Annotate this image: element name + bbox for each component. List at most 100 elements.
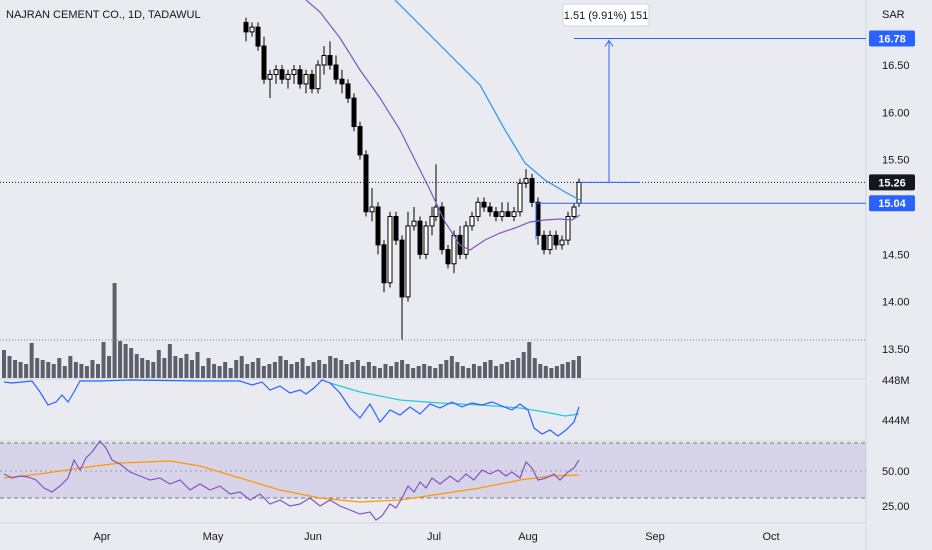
candles <box>243 17 582 340</box>
obv-line <box>3 379 580 437</box>
volume-bar <box>261 366 266 378</box>
price-tick-label: 13.50 <box>882 344 910 356</box>
volume-bar <box>433 368 438 378</box>
volume-bar <box>328 356 333 378</box>
volume-bar <box>57 358 62 378</box>
volume-bar <box>101 342 106 378</box>
volume-bar <box>471 364 476 378</box>
time-axis[interactable]: Apr May Jun Jul Aug Sep Oct <box>93 531 779 543</box>
volume-bar <box>505 362 510 378</box>
volume-bar <box>405 364 410 378</box>
current-price-value: 15.26 <box>878 177 906 189</box>
candle-body <box>529 178 535 203</box>
level-lower-value: 15.04 <box>878 198 906 210</box>
volume-bar <box>7 356 12 378</box>
volume-bar <box>140 358 145 378</box>
volume-bar <box>422 364 427 378</box>
volume-bar <box>173 356 178 378</box>
candle-body <box>363 154 369 213</box>
level-upper-value: 16.78 <box>878 33 906 45</box>
volume-bar <box>167 344 172 378</box>
chart-title: NAJRAN CEMENT CO., 1D, TADAWUL <box>6 9 201 21</box>
volume-bar <box>184 354 189 378</box>
volume-bar <box>95 364 100 378</box>
candle-body <box>285 73 291 80</box>
volume-bar <box>250 362 255 378</box>
volume-bar <box>538 364 543 378</box>
volume-bar <box>223 362 228 378</box>
volume-bar <box>444 360 449 378</box>
candle-body <box>429 215 435 227</box>
candle-body <box>297 69 303 85</box>
candle-body <box>535 201 541 236</box>
candle-body <box>405 225 411 298</box>
time-tick-label: Oct <box>762 531 779 543</box>
price-tick-label: 14.00 <box>882 297 910 309</box>
volume-bar <box>389 366 394 378</box>
volume-bar <box>311 362 316 378</box>
volume-bar <box>272 362 277 378</box>
volume-bar <box>449 356 454 378</box>
volume-bar <box>355 360 360 378</box>
volume-bar <box>13 360 18 378</box>
candle-body <box>243 21 249 33</box>
volume-bar <box>322 364 327 378</box>
candle-body <box>565 215 571 241</box>
time-tick-label: Jun <box>304 531 322 543</box>
volume-bar <box>438 364 443 378</box>
price-tick-label: 14.50 <box>882 249 910 261</box>
volume-bar <box>339 360 344 378</box>
candle-body <box>417 220 423 255</box>
indicator-axes: 448M 444M 50.00 25.00 <box>882 375 910 513</box>
volume-bar <box>18 362 23 378</box>
volume-bar <box>228 368 233 378</box>
volume-bar <box>73 362 78 378</box>
volume-bar <box>411 368 416 378</box>
volume-bar <box>283 360 288 378</box>
volume-bar <box>416 366 421 378</box>
volume-bar <box>156 350 161 378</box>
candle-body <box>541 234 547 251</box>
measure-label: 1.51 (9.91%) 151 <box>564 10 648 22</box>
volume-bar <box>84 366 89 378</box>
volume-bar <box>466 368 471 378</box>
candle-body <box>333 64 339 80</box>
candle-body <box>321 55 327 66</box>
volume-bar <box>499 364 504 378</box>
volume-bar <box>344 364 349 378</box>
volume-bar <box>455 362 460 378</box>
candle-body <box>553 234 559 246</box>
volume-bar <box>477 366 482 378</box>
volume-bar <box>350 362 355 378</box>
volume-bar <box>577 356 581 378</box>
volume-bar <box>510 360 515 378</box>
candle-body <box>327 55 333 66</box>
volume-bar <box>366 362 371 378</box>
volume-bar <box>317 360 322 378</box>
price-tick-label: 15.50 <box>882 155 910 167</box>
volume-bar <box>68 356 73 378</box>
candle-body <box>475 201 481 217</box>
volume-bar <box>549 368 554 378</box>
volume-bar <box>377 368 382 378</box>
volume-bar <box>29 343 34 378</box>
volume-bar <box>24 364 29 378</box>
candle-body <box>315 64 321 90</box>
volume-bar <box>123 344 128 378</box>
candle-body <box>493 211 499 217</box>
volume-bar <box>333 358 338 378</box>
candle-body <box>463 225 469 255</box>
measure-tool[interactable]: 1.51 (9.91%) 151 <box>535 3 866 240</box>
current-price-tag: 15.26 <box>869 174 915 191</box>
candle-body <box>375 206 381 246</box>
volume-bar <box>129 348 134 378</box>
candle-body <box>517 182 523 213</box>
volume-bar <box>521 352 526 378</box>
volume-bar <box>295 362 300 378</box>
volume-bar <box>306 366 311 378</box>
volume-bar <box>90 360 95 378</box>
time-tick-label: Apr <box>93 531 110 543</box>
candle-body <box>339 78 345 85</box>
